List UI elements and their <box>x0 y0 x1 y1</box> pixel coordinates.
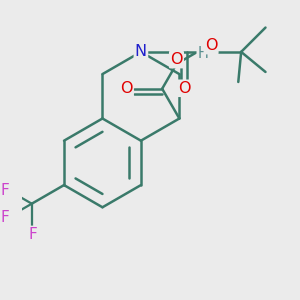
Text: F: F <box>0 183 9 198</box>
Text: O: O <box>205 38 217 53</box>
Text: O: O <box>178 81 191 96</box>
Text: N: N <box>135 44 147 59</box>
Text: O: O <box>120 81 133 96</box>
Text: F: F <box>29 227 38 242</box>
Text: F: F <box>0 210 9 225</box>
Text: O: O <box>170 52 183 67</box>
Text: H: H <box>198 46 208 61</box>
